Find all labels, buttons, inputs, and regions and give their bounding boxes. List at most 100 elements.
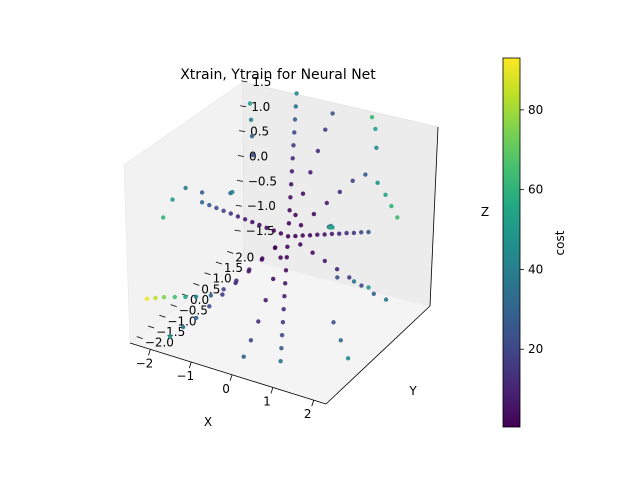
scatter-point [327,225,333,230]
scatter-point [257,222,262,228]
scatter-point [199,190,205,195]
scatter-point [338,338,343,343]
scatter-point [383,297,389,302]
scatter-point [172,294,177,300]
y-tick-mark [204,272,211,276]
z-axis-line [429,126,439,307]
scatter-point [289,169,295,174]
scatter-point [271,276,276,282]
scatter-point [286,221,292,226]
scatter-point [375,180,380,185]
scatter-point [366,285,371,290]
scatter-point [207,202,212,208]
y-tick-mark [193,282,200,286]
scatter-point [298,242,303,247]
scatter-point [345,356,351,361]
scatter-point [281,307,286,312]
y-tick-mark [147,325,155,329]
y-tick-mark [136,336,143,339]
scatter-point [283,281,288,286]
z-tick-mark [240,105,247,108]
scatter-point [311,211,317,217]
scatter-point [228,211,233,216]
axes-panes [123,81,439,405]
scatter-point [310,250,315,255]
axis-lines [129,126,439,405]
scatter-point [322,232,327,237]
colorbar-tick-label: 80 [528,103,543,117]
scatter-point [284,255,289,260]
x-tick-label: 1 [263,394,271,408]
scatter-point [373,126,378,132]
colorbar-ticks: 20 40 60 80 [520,103,543,356]
z-tick-mark [236,179,243,182]
x-tick-label: 0 [222,382,230,396]
z-tick-label: 1.0 [251,100,270,114]
scatter-point [249,134,255,139]
z-tick-label: −0.5 [248,174,277,188]
y-tick-mark [227,251,234,254]
colorbar-tick-label: 20 [528,342,543,356]
z-tick-mark [234,229,241,232]
scatter-point [324,200,329,206]
scatter-point [331,320,336,325]
scatter-point [193,294,199,299]
y-tick-label: −1.0 [167,314,196,328]
x-tick-mark [148,349,151,356]
scatter-point [230,189,235,195]
scatter-point [290,156,295,161]
scatter-point [287,208,292,213]
scatter-point [323,127,328,132]
chart-title-group: Xtrain, Ytrain for Neural Net [180,67,376,83]
z-tick-label: 0.5 [250,125,269,139]
z-tick-label: −1.0 [247,199,276,213]
scatter-point [242,217,248,222]
scatter-point [273,245,278,250]
scatter-point [337,189,342,195]
scatter-point [315,232,320,237]
z-tick-mark [235,204,242,207]
scatter-point [308,170,313,175]
scatter-point [289,182,294,187]
axis-ticks: −2−1012−2.0−1.5−1.0−0.50.00.51.01.52.0−1… [136,75,315,421]
scatter-point [366,229,371,235]
scatter-point [208,293,214,298]
y-axis-line [325,305,431,405]
scatter-point [347,275,352,280]
scatter-point [234,278,239,283]
scatter-point [278,231,284,236]
scatter-point [220,292,225,297]
colorbar-tick-label: 60 [528,183,543,197]
colorbar-label: cost [553,230,567,255]
scatter-point [330,111,335,116]
x-axis-line [129,342,327,405]
scatter-point [395,215,400,220]
z-tick-mark [239,130,246,133]
scatter-point [351,279,357,284]
z-tick-mark [237,155,245,157]
y-tick-label: 1.5 [224,261,243,275]
scatter-point [153,295,158,301]
scatter-point [241,354,246,359]
scatter-point [271,228,276,233]
scatter-point [247,267,252,272]
scatter-point [291,143,296,148]
scatter-point [161,295,167,300]
y-tick-label: −2.0 [145,336,174,350]
x-tick-mark [229,374,233,381]
scatter-point [315,148,321,154]
x-tick-label: −1 [176,369,194,383]
scatter-point [167,334,173,339]
scatter-point [374,145,379,150]
z-tick-mark [241,80,248,83]
scatter-point [389,203,394,209]
scatter-point [235,214,241,219]
x-tick-mark [270,387,274,394]
scatter-point [293,233,298,239]
scatter-point [334,267,340,272]
scatter-point [247,101,253,106]
scatter-point [279,333,285,338]
scatter-point [369,115,375,120]
colorbar: 20 40 60 80 cost [502,57,567,428]
scatter-point [288,195,293,200]
